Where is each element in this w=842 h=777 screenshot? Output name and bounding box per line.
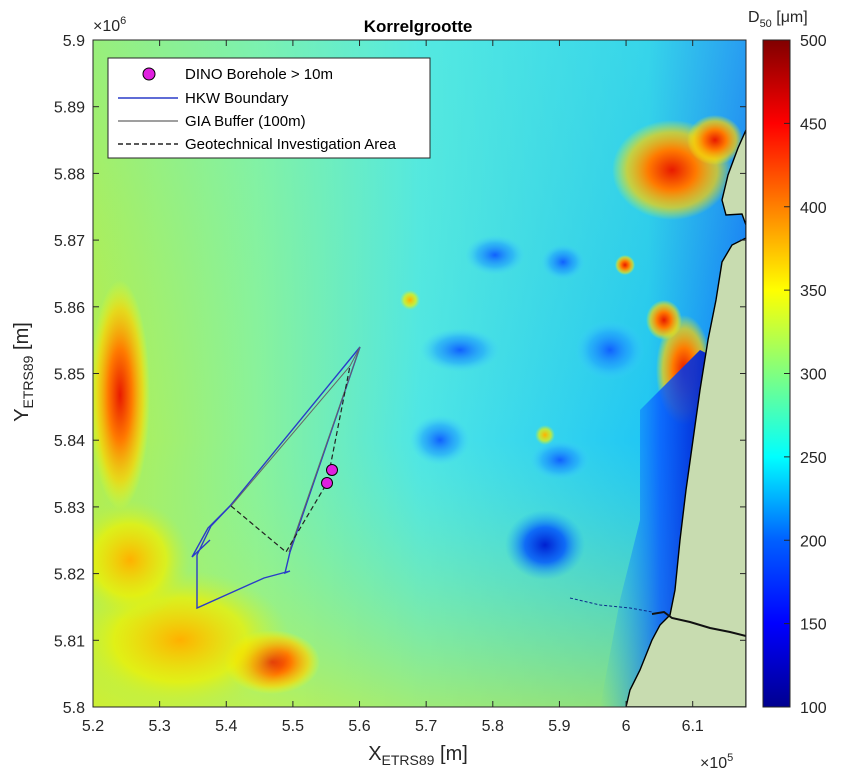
survey-polygons bbox=[191, 346, 361, 610]
colorbar-tick-label: 450 bbox=[800, 116, 827, 133]
colorbar: 100 150 200 250 300 350 400 450 500 D50 [μm] bbox=[748, 9, 827, 717]
y-tick-label: 5.85 bbox=[54, 367, 85, 384]
coarse-patch-east-2 bbox=[646, 300, 682, 340]
warm-patch-west bbox=[93, 500, 190, 620]
colorbar-tick-label: 300 bbox=[800, 367, 827, 384]
chart-title: Korrelgrootte bbox=[364, 17, 473, 36]
y-tick-label: 5.83 bbox=[54, 500, 85, 517]
fine-patch-3 bbox=[420, 328, 500, 372]
colorbar-ticks: 100 150 200 250 300 350 400 450 500 bbox=[784, 33, 827, 717]
fine-patch-2 bbox=[541, 244, 585, 280]
warm-spot-1 bbox=[535, 425, 555, 445]
coarse-patch-northeast-2 bbox=[687, 115, 743, 165]
y-axis-multiplier: ×106 bbox=[93, 15, 126, 35]
coarse-patch-west bbox=[93, 280, 150, 510]
y-tick-label: 5.89 bbox=[54, 100, 85, 117]
colorbar-tick-label: 100 bbox=[800, 700, 827, 717]
warm-spot-3 bbox=[400, 290, 420, 310]
y-axis-ticks: 5.8 5.81 5.82 5.83 5.84 5.85 5.86 5.87 5.88 5.89 5… bbox=[54, 33, 746, 717]
land bbox=[625, 129, 746, 707]
colorbar-tick-label: 250 bbox=[800, 450, 827, 467]
harbour-pier bbox=[569, 597, 653, 613]
legend: DINO Borehole > 10m HKW Boundary GIA Buf… bbox=[107, 57, 431, 159]
colorbar-tick-label: 500 bbox=[800, 33, 827, 50]
x-axis-multiplier: ×105 bbox=[700, 752, 733, 772]
x-tick-label: 5.4 bbox=[215, 718, 237, 735]
x-tick-label: 5.9 bbox=[548, 718, 570, 735]
gia-buffer-line bbox=[230, 346, 361, 553]
borehole-marker bbox=[326, 464, 338, 476]
fine-patch-6 bbox=[410, 415, 470, 465]
colorbar-tick-label: 350 bbox=[800, 283, 827, 300]
channel-line bbox=[651, 610, 746, 637]
colorbar-tick-label: 200 bbox=[800, 533, 827, 550]
x-tick-label: 5.5 bbox=[282, 718, 304, 735]
y-tick-label: 5.82 bbox=[54, 567, 85, 584]
hkw-boundary-segment bbox=[191, 505, 231, 558]
legend-box bbox=[107, 57, 431, 159]
borehole-marker bbox=[321, 477, 333, 489]
fine-patch-7 bbox=[530, 440, 590, 480]
y-tick-label: 5.86 bbox=[54, 300, 85, 317]
y-axis-label: YETRS89 [m] bbox=[11, 322, 36, 422]
y-tick-label: 5.81 bbox=[54, 633, 85, 650]
x-tick-label: 5.3 bbox=[149, 718, 171, 735]
x-tick-label: 5.2 bbox=[82, 718, 104, 735]
x-tick-label: 5.7 bbox=[415, 718, 437, 735]
colorbar-label: D50 [μm] bbox=[748, 9, 808, 30]
x-tick-label: 6.1 bbox=[682, 718, 704, 735]
colorbar-tick-label: 400 bbox=[800, 200, 827, 217]
y-tick-label: 5.8 bbox=[63, 700, 85, 717]
y-tick-label: 5.84 bbox=[54, 433, 85, 450]
x-tick-label: 5.6 bbox=[348, 718, 370, 735]
fine-patch-1 bbox=[465, 235, 525, 275]
legend-label-hkw: HKW Boundary bbox=[185, 90, 289, 107]
fine-patch-5 bbox=[575, 320, 645, 380]
fine-patch-4 bbox=[505, 510, 585, 580]
x-tick-label: 6 bbox=[622, 718, 631, 735]
x-tick-label: 5.8 bbox=[482, 718, 504, 735]
x-axis-label: XETRS89 [m] bbox=[368, 743, 468, 768]
y-tick-label: 5.88 bbox=[54, 166, 85, 183]
y-tick-label: 5.87 bbox=[54, 233, 85, 250]
x-axis-ticks: 5.2 5.3 5.4 5.5 5.6 5.7 5.8 5.9 6 6.1 bbox=[82, 40, 704, 735]
geotechnical-area-outline bbox=[230, 365, 351, 553]
y-tick-label: 5.9 bbox=[63, 33, 85, 50]
colorbar-tick-label: 150 bbox=[800, 617, 827, 634]
legend-label-borehole: DINO Borehole > 10m bbox=[185, 66, 333, 83]
warm-spot-2 bbox=[615, 255, 635, 275]
legend-label-gia: GIA Buffer (100m) bbox=[185, 113, 306, 130]
legend-label-geotech: Geotechnical Investigation Area bbox=[185, 136, 397, 153]
legend-borehole-symbol bbox=[142, 67, 156, 81]
